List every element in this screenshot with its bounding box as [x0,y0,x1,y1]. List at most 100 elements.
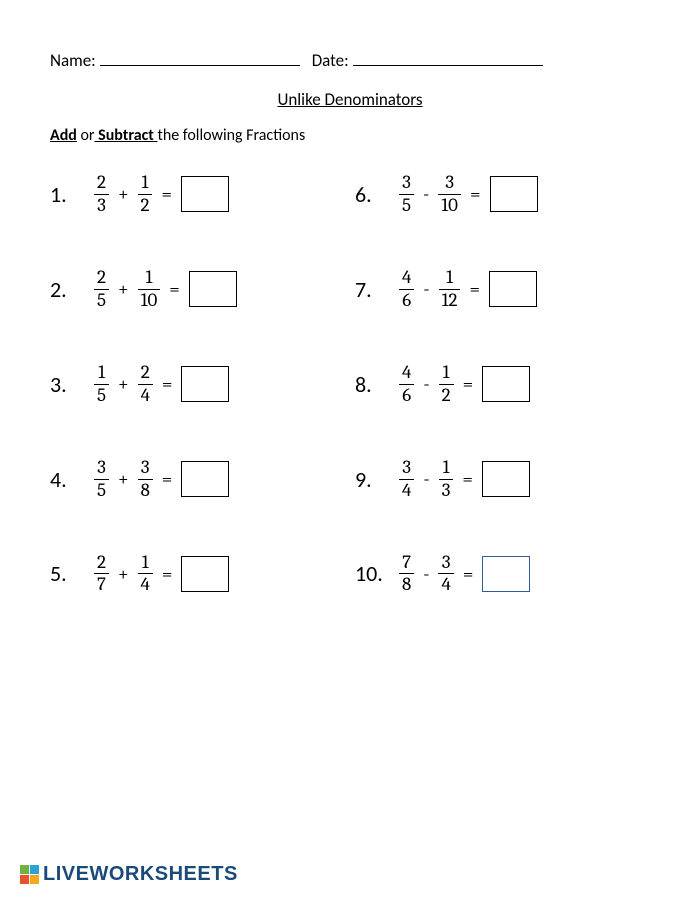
fraction-b: 12 [439,363,454,406]
answer-input[interactable] [181,461,229,497]
fraction-a: 35 [94,458,109,501]
answer-input[interactable] [482,556,530,592]
operator: - [423,278,429,300]
equals-sign: = [161,183,172,205]
problem-number: 5. [50,560,94,587]
problem-number: 2. [50,276,94,303]
fraction-b: 14 [138,553,153,596]
answer-input[interactable] [189,271,237,307]
equals-sign: = [462,468,473,490]
operator: + [118,373,129,395]
problem-number: 10. [355,560,399,587]
problem-row: 8.46-12= [355,363,650,406]
instruction-or: or [77,126,95,145]
problem-row: 1.23 +12 = [50,173,345,216]
answer-input[interactable] [181,556,229,592]
equals-sign: = [470,183,481,205]
problem-number: 4. [50,466,94,493]
fraction-a: 23 [94,173,109,216]
fraction-denominator: 5 [94,289,109,311]
logo-square [20,875,29,884]
name-blank[interactable] [100,50,300,66]
fraction-denominator: 3 [94,194,109,216]
fraction-denominator: 4 [438,573,453,595]
problem-row: 4.35+38= [50,458,345,501]
fraction-b: 13 [439,458,454,501]
instruction-rest: the following Fractions [157,126,305,145]
answer-input[interactable] [482,366,530,402]
operator: + [118,468,129,490]
problem-row: 9.34-13= [355,458,650,501]
problem-row: 7.46-112 = [355,268,650,311]
problems-grid: 1.23+12=2.25+110=3.15+24=4.35+38=5.27+14… [50,173,650,595]
operator: - [423,183,429,205]
logo-square [30,865,39,874]
answer-input[interactable] [482,461,530,497]
problem-number: 6. [355,181,399,208]
fraction-numerator: 3 [442,173,457,194]
fraction-a: 35 [399,173,414,216]
problem-row: 5.27 +14 = [50,553,345,596]
fraction-numerator: 7 [399,553,414,574]
fraction-numerator: 1 [440,458,453,479]
fraction-numerator: 3 [399,458,414,479]
problem-row: 10.78-34= [355,553,650,596]
fraction-denominator: 4 [138,573,153,595]
name-label: Name: [50,50,96,71]
fraction-a: 46 [399,363,414,406]
problem-number: 1. [50,181,94,208]
fraction-numerator: 2 [138,363,153,384]
fraction-numerator: 1 [440,363,453,384]
logo-square [30,875,39,884]
problem-number: 9. [355,466,399,493]
operator: + [118,183,129,205]
operator: - [423,468,429,490]
problem-row: 6.35-310= [355,173,650,216]
problem-number: 7. [355,276,399,303]
fraction-a: 15 [94,363,109,406]
fraction-numerator: 2 [94,553,109,574]
equals-sign: = [469,278,480,300]
fraction-denominator: 10 [138,289,161,311]
fraction-numerator: 1 [139,173,152,194]
name-field: Name: [50,50,300,71]
answer-input[interactable] [490,176,538,212]
equals-sign: = [169,278,180,300]
date-blank[interactable] [353,50,543,66]
equals-sign: = [162,468,173,490]
problem-number: 8. [355,371,399,398]
instruction-subtract: Subtract [95,126,158,145]
problem-row: 2.25+110= [50,268,345,311]
fraction-numerator: 4 [399,363,414,384]
fraction-numerator: 3 [138,458,153,479]
problem-row: 3.15+24= [50,363,345,406]
header-row: Name: Date: [50,50,650,71]
date-field: Date: [312,50,543,71]
answer-input[interactable] [489,271,537,307]
equals-sign: = [463,563,474,585]
fraction-denominator: 4 [399,479,414,501]
fraction-denominator: 12 [439,289,461,311]
fraction-a: 46 [399,268,414,311]
fraction-b: 34 [438,553,453,596]
date-label: Date: [312,50,349,71]
fraction-numerator: 1 [443,268,456,289]
fraction-denominator: 7 [94,573,109,595]
fraction-numerator: 1 [95,363,108,384]
operator: + [118,278,129,300]
equals-sign: = [463,373,474,395]
answer-input[interactable] [181,176,229,212]
fraction-denominator: 2 [138,194,153,216]
footer-brand: LIVEWORKSHEETS [20,863,238,886]
answer-input[interactable] [181,366,229,402]
equals-sign: = [162,563,173,585]
fraction-denominator: 8 [399,573,414,595]
operator: + [118,563,129,585]
fraction-denominator: 3 [439,479,454,501]
fraction-a: 25 [94,268,109,311]
fraction-denominator: 2 [439,384,454,406]
fraction-numerator: 3 [399,173,414,194]
fraction-numerator: 1 [139,553,152,574]
problem-number: 3. [50,371,94,398]
worksheet-title: Unlike Denominators [50,89,650,110]
